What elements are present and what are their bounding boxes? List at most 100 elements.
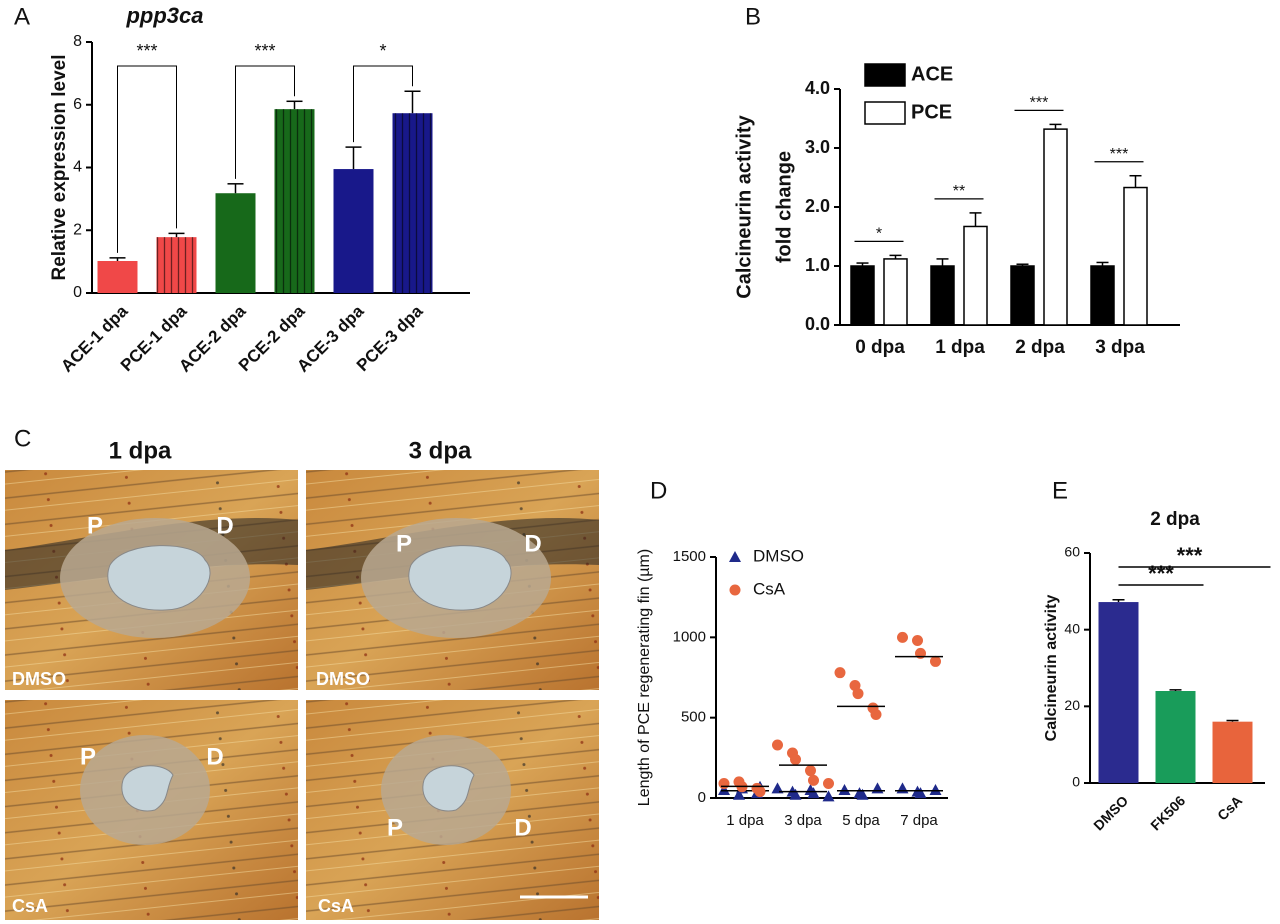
bar <box>1010 265 1035 326</box>
legend-label: CsA <box>753 579 786 598</box>
chart-title: 2 dpa <box>1150 509 1200 530</box>
significance-label: *** <box>254 41 275 61</box>
legend-swatch <box>864 63 906 87</box>
bar <box>1155 691 1196 783</box>
x-tick-label: 5 dpa <box>842 812 880 829</box>
y-tick-label: 3.0 <box>805 137 830 157</box>
legend-label: DMSO <box>753 546 804 565</box>
y-axis-label: Length of PCE regenerating fin (µm) <box>636 549 653 806</box>
y-tick-label: 1500 <box>673 548 706 565</box>
data-point <box>896 782 909 794</box>
marker-label: P <box>396 530 412 557</box>
data-point <box>807 787 820 799</box>
data-point <box>733 788 745 800</box>
marker-label: P <box>87 512 103 539</box>
treatment-label: DMSO <box>316 669 370 689</box>
data-point <box>772 739 783 751</box>
panel-letter: D <box>650 477 667 504</box>
legend-marker <box>729 584 741 596</box>
bar <box>883 258 908 326</box>
data-point <box>808 774 819 786</box>
panel-letter: E <box>1052 477 1068 504</box>
data-point <box>871 782 884 794</box>
y-axis-label: Calcineurin activity <box>1043 595 1060 742</box>
significance-label: ** <box>953 183 965 200</box>
bar <box>930 265 955 326</box>
panel-letter: C <box>14 425 31 452</box>
data-point <box>822 790 835 802</box>
data-point <box>718 783 730 795</box>
photo-panel: C 1 dpa 3 dpa P D DMSO P D DMSO P D CsA … <box>5 425 599 920</box>
bar <box>333 169 374 293</box>
legend-label: ACE <box>911 63 953 85</box>
data-point <box>805 765 816 777</box>
bar <box>963 225 988 326</box>
bar-hatch <box>274 109 315 293</box>
marker-label: P <box>80 743 96 770</box>
data-point <box>771 782 784 794</box>
x-tick-label: 1 dpa <box>726 812 764 829</box>
y-tick-label: 6 <box>73 96 82 113</box>
x-tick-label: 3 dpa <box>784 812 822 829</box>
data-point <box>856 788 869 800</box>
data-point <box>754 786 766 798</box>
bar-hatch <box>392 113 433 293</box>
bar <box>215 193 256 293</box>
data-point <box>897 631 908 643</box>
x-tick-label: CsA <box>1214 792 1245 823</box>
significance-label: *** <box>1030 95 1049 112</box>
y-tick-label: 1.0 <box>805 255 830 275</box>
marker-label: P <box>387 814 403 841</box>
significance-bracket <box>117 65 177 253</box>
legend-swatch <box>864 101 906 125</box>
marker-label: D <box>206 743 223 770</box>
y-tick-label: 1000 <box>673 628 706 645</box>
photo <box>306 470 599 690</box>
photo <box>5 470 298 690</box>
x-tick-label: 0 dpa <box>855 337 905 358</box>
bar <box>1123 186 1148 326</box>
y-tick-label: 4.0 <box>805 78 830 98</box>
y-tick-label: 0 <box>73 284 82 301</box>
x-tick-label: 1 dpa <box>935 337 985 358</box>
significance-label: * <box>876 226 882 243</box>
data-point <box>834 667 846 679</box>
treatment-label: DMSO <box>12 669 66 689</box>
y-tick-label: 20 <box>1064 697 1080 713</box>
y-axis-label: Relative expression level <box>49 54 70 280</box>
x-tick-label: DMSO <box>1090 792 1131 833</box>
x-tick-label: FK506 <box>1147 792 1188 833</box>
column-header: 1 dpa <box>109 437 172 464</box>
bar <box>1098 602 1139 783</box>
significance-bracket <box>235 65 295 179</box>
bar <box>1090 265 1115 326</box>
chart-title: ppp3ca <box>125 3 203 28</box>
y-tick-label: 0 <box>1072 774 1080 790</box>
x-tick-label: 3 dpa <box>1095 337 1145 358</box>
treatment-label: CsA <box>12 896 48 916</box>
bar <box>97 260 138 293</box>
y-tick-label: 8 <box>73 33 82 50</box>
data-point <box>789 788 802 800</box>
y-tick-label: 60 <box>1064 544 1080 560</box>
bar <box>1212 721 1253 783</box>
bar-hatch <box>156 237 197 293</box>
panel-letter: B <box>745 3 761 30</box>
significance-label: *** <box>136 41 157 61</box>
significance-label: *** <box>1110 146 1129 163</box>
marker-label: D <box>514 814 531 841</box>
y-tick-label: 0 <box>698 789 706 806</box>
legend-marker <box>729 551 741 562</box>
photo <box>5 700 298 920</box>
legend-label: PCE <box>911 101 952 123</box>
y-axis-label: fold change <box>773 151 795 263</box>
data-point <box>929 783 942 795</box>
marker-label: D <box>216 512 233 539</box>
data-point <box>823 778 834 790</box>
y-tick-label: 500 <box>681 709 706 726</box>
data-point <box>852 688 864 700</box>
bar <box>1043 128 1068 326</box>
significance-bracket <box>353 65 413 143</box>
significance-label: * <box>379 41 386 61</box>
